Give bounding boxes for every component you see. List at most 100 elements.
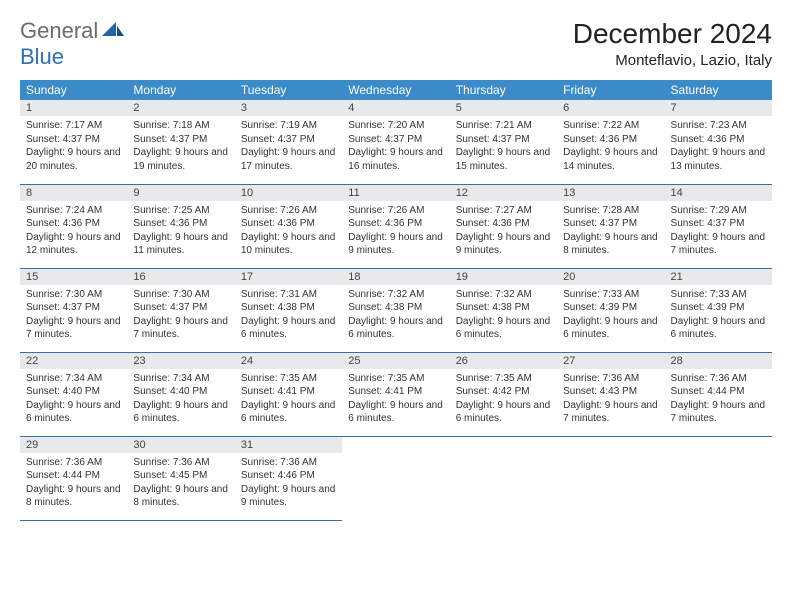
day-number: 11 [342,185,449,201]
day-number: 19 [450,269,557,285]
day-body: Sunrise: 7:18 AMSunset: 4:37 PMDaylight:… [127,116,234,176]
daylight-text: Daylight: 9 hours and 11 minutes. [133,231,228,258]
weekday-header: Tuesday [235,80,342,100]
sunrise-text: Sunrise: 7:35 AM [348,372,443,386]
sunrise-text: Sunrise: 7:19 AM [241,119,336,133]
sunset-text: Sunset: 4:38 PM [241,301,336,315]
daylight-text: Daylight: 9 hours and 6 minutes. [456,399,551,426]
sunrise-text: Sunrise: 7:36 AM [563,372,658,386]
logo-text-blue: Blue [20,44,64,69]
calendar-day-cell: 12Sunrise: 7:27 AMSunset: 4:36 PMDayligh… [450,184,557,268]
daylight-text: Daylight: 9 hours and 6 minutes. [241,315,336,342]
day-number: 23 [127,353,234,369]
day-number: 1 [20,100,127,116]
sunrise-text: Sunrise: 7:36 AM [241,456,336,470]
weekday-header: Wednesday [342,80,449,100]
calendar-day-cell: 22Sunrise: 7:34 AMSunset: 4:40 PMDayligh… [20,352,127,436]
day-body: Sunrise: 7:28 AMSunset: 4:37 PMDaylight:… [557,201,664,261]
sunset-text: Sunset: 4:37 PM [26,301,121,315]
sunrise-text: Sunrise: 7:22 AM [563,119,658,133]
sunset-text: Sunset: 4:38 PM [456,301,551,315]
sunset-text: Sunset: 4:46 PM [241,469,336,483]
sunset-text: Sunset: 4:36 PM [563,133,658,147]
day-number: 16 [127,269,234,285]
sunrise-text: Sunrise: 7:30 AM [26,288,121,302]
calendar-week-row: 15Sunrise: 7:30 AMSunset: 4:37 PMDayligh… [20,268,772,352]
daylight-text: Daylight: 9 hours and 6 minutes. [456,315,551,342]
title-block: December 2024 Monteflavio, Lazio, Italy [573,18,772,69]
calendar-day-cell [665,436,772,520]
sunset-text: Sunset: 4:41 PM [348,385,443,399]
day-body: Sunrise: 7:27 AMSunset: 4:36 PMDaylight:… [450,201,557,261]
daylight-text: Daylight: 9 hours and 15 minutes. [456,146,551,173]
day-body: Sunrise: 7:20 AMSunset: 4:37 PMDaylight:… [342,116,449,176]
sunset-text: Sunset: 4:37 PM [133,133,228,147]
sunrise-text: Sunrise: 7:36 AM [26,456,121,470]
sunrise-text: Sunrise: 7:35 AM [241,372,336,386]
calendar-day-cell: 4Sunrise: 7:20 AMSunset: 4:37 PMDaylight… [342,100,449,184]
sunset-text: Sunset: 4:44 PM [26,469,121,483]
day-number: 2 [127,100,234,116]
sunrise-text: Sunrise: 7:34 AM [133,372,228,386]
daylight-text: Daylight: 9 hours and 9 minutes. [456,231,551,258]
sunset-text: Sunset: 4:41 PM [241,385,336,399]
sunset-text: Sunset: 4:44 PM [671,385,766,399]
header: General Blue December 2024 Monteflavio, … [20,18,772,70]
sunrise-text: Sunrise: 7:32 AM [456,288,551,302]
calendar-day-cell: 5Sunrise: 7:21 AMSunset: 4:37 PMDaylight… [450,100,557,184]
calendar-day-cell: 26Sunrise: 7:35 AMSunset: 4:42 PMDayligh… [450,352,557,436]
sunset-text: Sunset: 4:37 PM [671,217,766,231]
day-number: 21 [665,269,772,285]
daylight-text: Daylight: 9 hours and 12 minutes. [26,231,121,258]
sunrise-text: Sunrise: 7:26 AM [348,204,443,218]
day-body: Sunrise: 7:34 AMSunset: 4:40 PMDaylight:… [20,369,127,429]
day-number: 15 [20,269,127,285]
day-number: 13 [557,185,664,201]
day-number: 31 [235,437,342,453]
calendar-day-cell: 27Sunrise: 7:36 AMSunset: 4:43 PMDayligh… [557,352,664,436]
sunset-text: Sunset: 4:36 PM [348,217,443,231]
calendar-week-row: 8Sunrise: 7:24 AMSunset: 4:36 PMDaylight… [20,184,772,268]
day-body: Sunrise: 7:36 AMSunset: 4:46 PMDaylight:… [235,453,342,513]
day-number: 14 [665,185,772,201]
sunrise-text: Sunrise: 7:21 AM [456,119,551,133]
sunset-text: Sunset: 4:36 PM [26,217,121,231]
sunset-text: Sunset: 4:37 PM [133,301,228,315]
day-body: Sunrise: 7:17 AMSunset: 4:37 PMDaylight:… [20,116,127,176]
sunrise-text: Sunrise: 7:23 AM [671,119,766,133]
day-body: Sunrise: 7:34 AMSunset: 4:40 PMDaylight:… [127,369,234,429]
day-body: Sunrise: 7:31 AMSunset: 4:38 PMDaylight:… [235,285,342,345]
day-body: Sunrise: 7:26 AMSunset: 4:36 PMDaylight:… [342,201,449,261]
day-body: Sunrise: 7:30 AMSunset: 4:37 PMDaylight:… [20,285,127,345]
weekday-header: Thursday [450,80,557,100]
daylight-text: Daylight: 9 hours and 19 minutes. [133,146,228,173]
day-body: Sunrise: 7:36 AMSunset: 4:43 PMDaylight:… [557,369,664,429]
day-number: 24 [235,353,342,369]
calendar-day-cell [450,436,557,520]
day-body: Sunrise: 7:21 AMSunset: 4:37 PMDaylight:… [450,116,557,176]
sunrise-text: Sunrise: 7:24 AM [26,204,121,218]
daylight-text: Daylight: 9 hours and 6 minutes. [563,315,658,342]
day-number: 8 [20,185,127,201]
daylight-text: Daylight: 9 hours and 7 minutes. [26,315,121,342]
day-body: Sunrise: 7:23 AMSunset: 4:36 PMDaylight:… [665,116,772,176]
calendar-day-cell: 8 Sunrise: 7:24 AMSunset: 4:36 PMDaylight… [20,184,127,268]
daylight-text: Daylight: 9 hours and 16 minutes. [348,146,443,173]
day-body: Sunrise: 7:36 AMSunset: 4:44 PMDaylight:… [20,453,127,513]
day-number: 29 [20,437,127,453]
sunrise-text: Sunrise: 7:33 AM [671,288,766,302]
weekday-header: Monday [127,80,234,100]
day-body: Sunrise: 7:35 AMSunset: 4:41 PMDaylight:… [342,369,449,429]
sunset-text: Sunset: 4:36 PM [456,217,551,231]
sunrise-text: Sunrise: 7:34 AM [26,372,121,386]
logo-text-general: General [20,18,98,43]
sunset-text: Sunset: 4:36 PM [671,133,766,147]
month-title: December 2024 [573,18,772,50]
calendar-week-row: 1Sunrise: 7:17 AMSunset: 4:37 PMDaylight… [20,100,772,184]
calendar-day-cell: 24Sunrise: 7:35 AMSunset: 4:41 PMDayligh… [235,352,342,436]
sunset-text: Sunset: 4:42 PM [456,385,551,399]
sunrise-text: Sunrise: 7:33 AM [563,288,658,302]
day-body: Sunrise: 7:25 AMSunset: 4:36 PMDaylight:… [127,201,234,261]
day-number: 26 [450,353,557,369]
calendar-day-cell: 1Sunrise: 7:17 AMSunset: 4:37 PMDaylight… [20,100,127,184]
